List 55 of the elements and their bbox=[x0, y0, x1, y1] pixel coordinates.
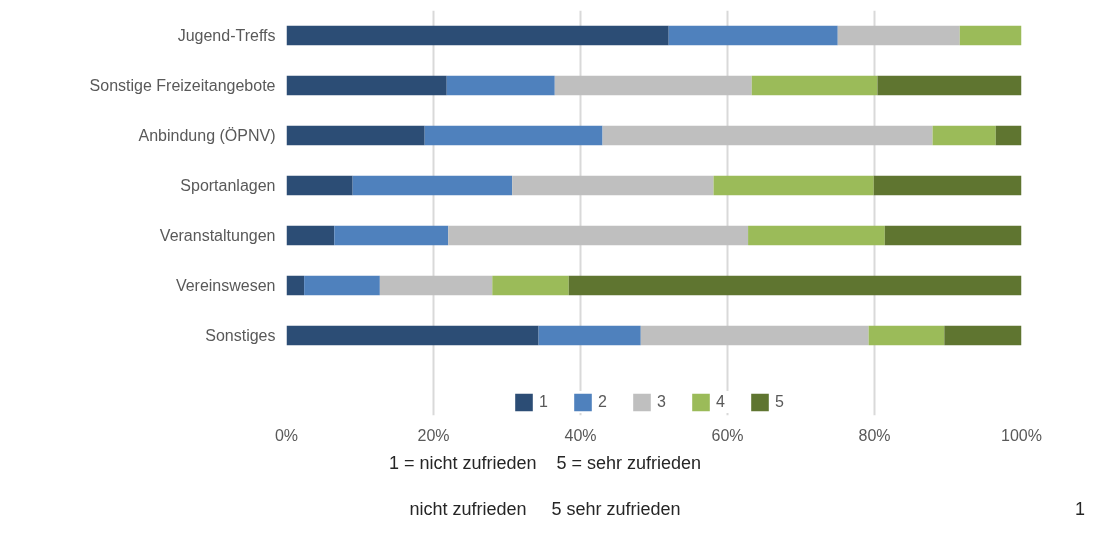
text: 1 bbox=[1074, 498, 1085, 521]
y-tick-label: Sonstige Freizeitangebote bbox=[89, 77, 276, 94]
bar bbox=[932, 125, 996, 146]
text: nicht zufrieden 5 sehr zufrieden bbox=[409, 499, 681, 519]
bar bbox=[640, 325, 869, 346]
bar bbox=[538, 325, 641, 346]
bar bbox=[304, 275, 380, 296]
x-tick-label: 0% bbox=[274, 426, 299, 444]
bar bbox=[286, 25, 669, 46]
bar bbox=[568, 275, 1022, 296]
bar bbox=[751, 75, 878, 96]
bar bbox=[877, 75, 1022, 96]
bar bbox=[668, 25, 838, 46]
bar bbox=[837, 25, 960, 46]
bar bbox=[286, 275, 305, 296]
legend-label: 2 bbox=[598, 393, 608, 411]
bar bbox=[995, 125, 1022, 146]
y-tick-label: Sonstiges bbox=[205, 327, 276, 344]
x-tick-label: 60% bbox=[711, 426, 744, 444]
bar bbox=[492, 275, 569, 296]
x-tick-label: 20% bbox=[417, 426, 450, 444]
y-tick-label: Sportanlagen bbox=[180, 177, 276, 194]
bar bbox=[868, 325, 945, 346]
bar bbox=[884, 225, 1022, 246]
bar bbox=[286, 225, 335, 246]
legend-label: 4 bbox=[716, 393, 726, 411]
bar bbox=[602, 125, 933, 146]
bar bbox=[959, 25, 1022, 46]
legend-label: 5 bbox=[775, 393, 785, 411]
bar bbox=[713, 175, 874, 196]
bar bbox=[512, 175, 714, 196]
text: 1 = nicht zufrieden 5 = sehr zufrieden bbox=[387, 452, 703, 475]
bar bbox=[944, 325, 1022, 346]
y-tick-label: Vereinswesen bbox=[175, 277, 276, 294]
bar bbox=[448, 225, 749, 246]
bar bbox=[873, 175, 1022, 196]
bar bbox=[286, 125, 425, 146]
y-tick-label: Veranstaltungen bbox=[159, 227, 276, 244]
bar bbox=[334, 225, 449, 246]
y-tick-label: Anbindung (ÖPNV) bbox=[138, 127, 276, 144]
legend-label: 1 bbox=[539, 393, 549, 411]
bar bbox=[554, 75, 752, 96]
y-tick-label: Jugend-Treffs bbox=[177, 27, 276, 44]
legend-label: 3 bbox=[657, 393, 667, 411]
bar bbox=[286, 75, 447, 96]
bar bbox=[748, 225, 885, 246]
x-tick-label: 80% bbox=[858, 426, 891, 444]
x-tick-label: 100% bbox=[1001, 426, 1042, 444]
bar bbox=[352, 175, 513, 196]
bar bbox=[424, 125, 603, 146]
bar bbox=[286, 325, 539, 346]
bar bbox=[286, 175, 353, 196]
x-tick-label: 40% bbox=[564, 426, 597, 444]
bar bbox=[379, 275, 493, 296]
bar bbox=[446, 75, 555, 96]
